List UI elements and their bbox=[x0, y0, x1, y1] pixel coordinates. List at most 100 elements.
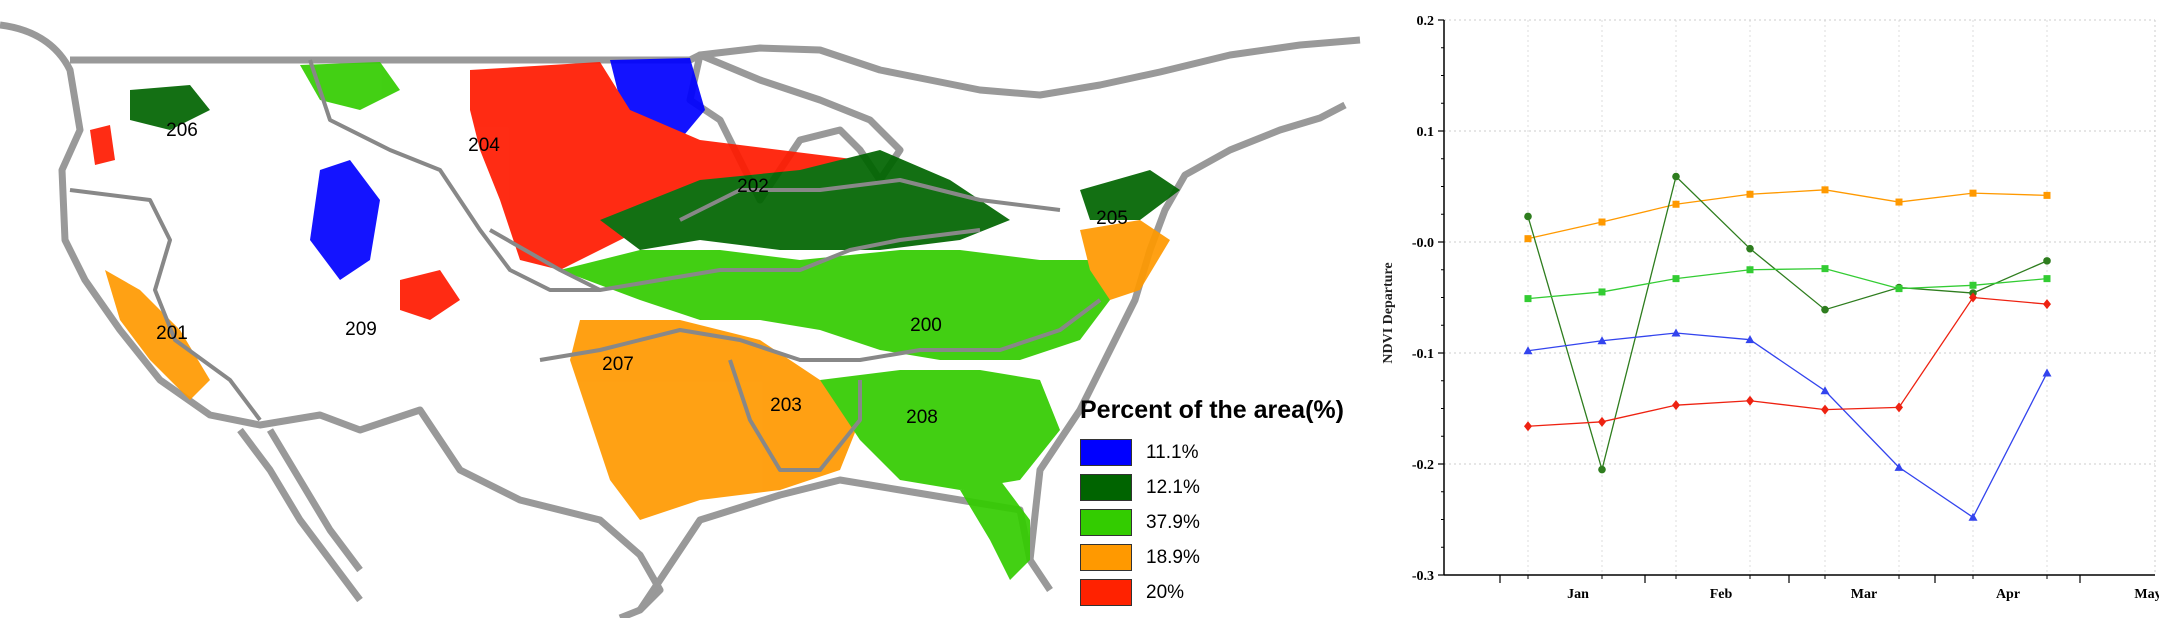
data-point bbox=[1598, 218, 1606, 226]
legend: Percent of the area(%) 11.1% 12.1% 37.9%… bbox=[1080, 396, 1344, 610]
data-point bbox=[2043, 299, 2051, 310]
data-point bbox=[1671, 328, 1681, 337]
data-point bbox=[1672, 400, 1680, 411]
legend-swatch bbox=[1080, 544, 1132, 571]
map-panel: 206 204 202 205 201 209 200 207 203 208 … bbox=[0, 21, 1361, 618]
data-point bbox=[1745, 335, 1755, 344]
series-1 bbox=[1524, 172, 2051, 474]
x-tick-label: Apr bbox=[1996, 587, 2020, 602]
legend-item: 20% bbox=[1080, 575, 1344, 610]
patch-red-west bbox=[400, 270, 460, 320]
series-line bbox=[1527, 332, 2048, 519]
legend-swatch bbox=[1080, 579, 1132, 606]
region-label-209: 209 bbox=[345, 319, 377, 340]
data-point bbox=[2043, 257, 2051, 265]
patch-orange-south bbox=[570, 320, 860, 520]
y-axis-label: NDVI Departure bbox=[1381, 262, 1396, 363]
data-point bbox=[1524, 235, 1532, 243]
legend-label: 20% bbox=[1146, 581, 1185, 603]
region-label-203: 203 bbox=[770, 395, 802, 416]
data-point bbox=[1821, 305, 1829, 314]
data-point bbox=[1598, 465, 1606, 474]
region-label-200: 200 bbox=[910, 315, 942, 336]
us-map bbox=[0, 21, 1361, 618]
patch-orange-east bbox=[1080, 220, 1170, 300]
legend-swatch bbox=[1080, 509, 1132, 536]
data-point bbox=[2043, 191, 2051, 199]
boundary-south bbox=[539, 298, 1102, 362]
region-label-206: 206 bbox=[166, 120, 198, 141]
west-islands bbox=[237, 427, 363, 603]
boundary-plains bbox=[489, 228, 981, 292]
patch-green-florida bbox=[960, 480, 1030, 580]
series-line bbox=[1527, 267, 2048, 300]
y-tick-label: -0.3 bbox=[1412, 569, 1434, 584]
data-point bbox=[1969, 281, 1977, 289]
data-point bbox=[1821, 265, 1829, 273]
legend-item: 11.1% bbox=[1080, 435, 1344, 470]
patch-green-central bbox=[560, 250, 1120, 360]
patch-green-northwest bbox=[300, 62, 400, 110]
data-point bbox=[1969, 292, 1977, 303]
legend-item: 37.9% bbox=[1080, 505, 1344, 540]
canada-border bbox=[70, 36, 1361, 99]
data-point bbox=[1895, 285, 1903, 293]
patch-darkgreen bbox=[600, 150, 1010, 250]
legend-swatch bbox=[1080, 439, 1132, 466]
data-point bbox=[1597, 336, 1607, 345]
y-tick-label: -0.1 bbox=[1412, 347, 1434, 362]
patch-blue-west bbox=[310, 160, 380, 280]
legend-label: 12.1% bbox=[1146, 476, 1200, 498]
data-point bbox=[2042, 368, 2052, 377]
region-label-205: 205 bbox=[1096, 208, 1128, 229]
data-point bbox=[1821, 404, 1829, 415]
data-point bbox=[1598, 416, 1606, 427]
patch-darkgreen-northwest bbox=[130, 85, 210, 130]
series-line bbox=[1527, 175, 2048, 473]
axes: 0.2 0.1 -0.0 -0.1 -0.2 -0.3 Jan Feb Mar Apr May bbox=[1412, 14, 2159, 602]
legend-label: 37.9% bbox=[1146, 511, 1200, 533]
boundary-west bbox=[69, 188, 262, 422]
series bbox=[1523, 172, 2052, 521]
data-point bbox=[1820, 386, 1830, 395]
legend-item: 12.1% bbox=[1080, 470, 1344, 505]
coastline-outlines bbox=[0, 21, 1361, 618]
data-point bbox=[1746, 244, 1754, 253]
legend-item: 18.9% bbox=[1080, 540, 1344, 575]
data-point bbox=[1746, 266, 1754, 274]
boundary-delta bbox=[728, 359, 862, 472]
grid bbox=[1444, 19, 2156, 575]
x-tick-label: May bbox=[2134, 587, 2159, 602]
patch-darkgreen-east bbox=[1080, 170, 1180, 220]
data-point bbox=[1672, 172, 1680, 181]
series-line bbox=[1527, 189, 2048, 240]
legend-label: 18.9% bbox=[1146, 546, 1200, 568]
land-cover-patches bbox=[90, 58, 1180, 580]
legend-label: 11.1% bbox=[1146, 441, 1199, 463]
x-tick-label: Feb bbox=[1710, 587, 1733, 602]
region-label-207: 207 bbox=[602, 354, 634, 375]
data-point bbox=[1821, 186, 1829, 194]
region-label-204: 204 bbox=[468, 135, 500, 156]
data-point bbox=[1895, 402, 1903, 413]
region-label-208: 208 bbox=[906, 407, 938, 428]
data-point bbox=[1523, 346, 1533, 355]
y-tick-label: -0.2 bbox=[1412, 458, 1434, 473]
y-tick-label: 0.1 bbox=[1417, 125, 1435, 140]
coastline-outer bbox=[0, 21, 664, 618]
boundary-midwest bbox=[679, 178, 1061, 222]
series-line bbox=[1527, 296, 2048, 427]
legend-swatch bbox=[1080, 474, 1132, 501]
chart-panel: 0.2 0.1 -0.0 -0.1 -0.2 -0.3 Jan Feb Mar Apr May ND… bbox=[1370, 0, 2159, 618]
data-point bbox=[1746, 190, 1754, 198]
patch-red-pacific bbox=[90, 125, 115, 165]
patch-red-north bbox=[470, 62, 860, 270]
region-boundaries bbox=[69, 59, 1102, 472]
data-point bbox=[1894, 462, 1904, 471]
legend-title: Percent of the area(%) bbox=[1080, 396, 1344, 424]
y-tick-label: -0.0 bbox=[1412, 236, 1434, 251]
region-label-202: 202 bbox=[737, 176, 769, 197]
x-tick-label: Mar bbox=[1851, 587, 1877, 602]
series-3 bbox=[1523, 328, 2052, 521]
data-point bbox=[1524, 295, 1532, 303]
